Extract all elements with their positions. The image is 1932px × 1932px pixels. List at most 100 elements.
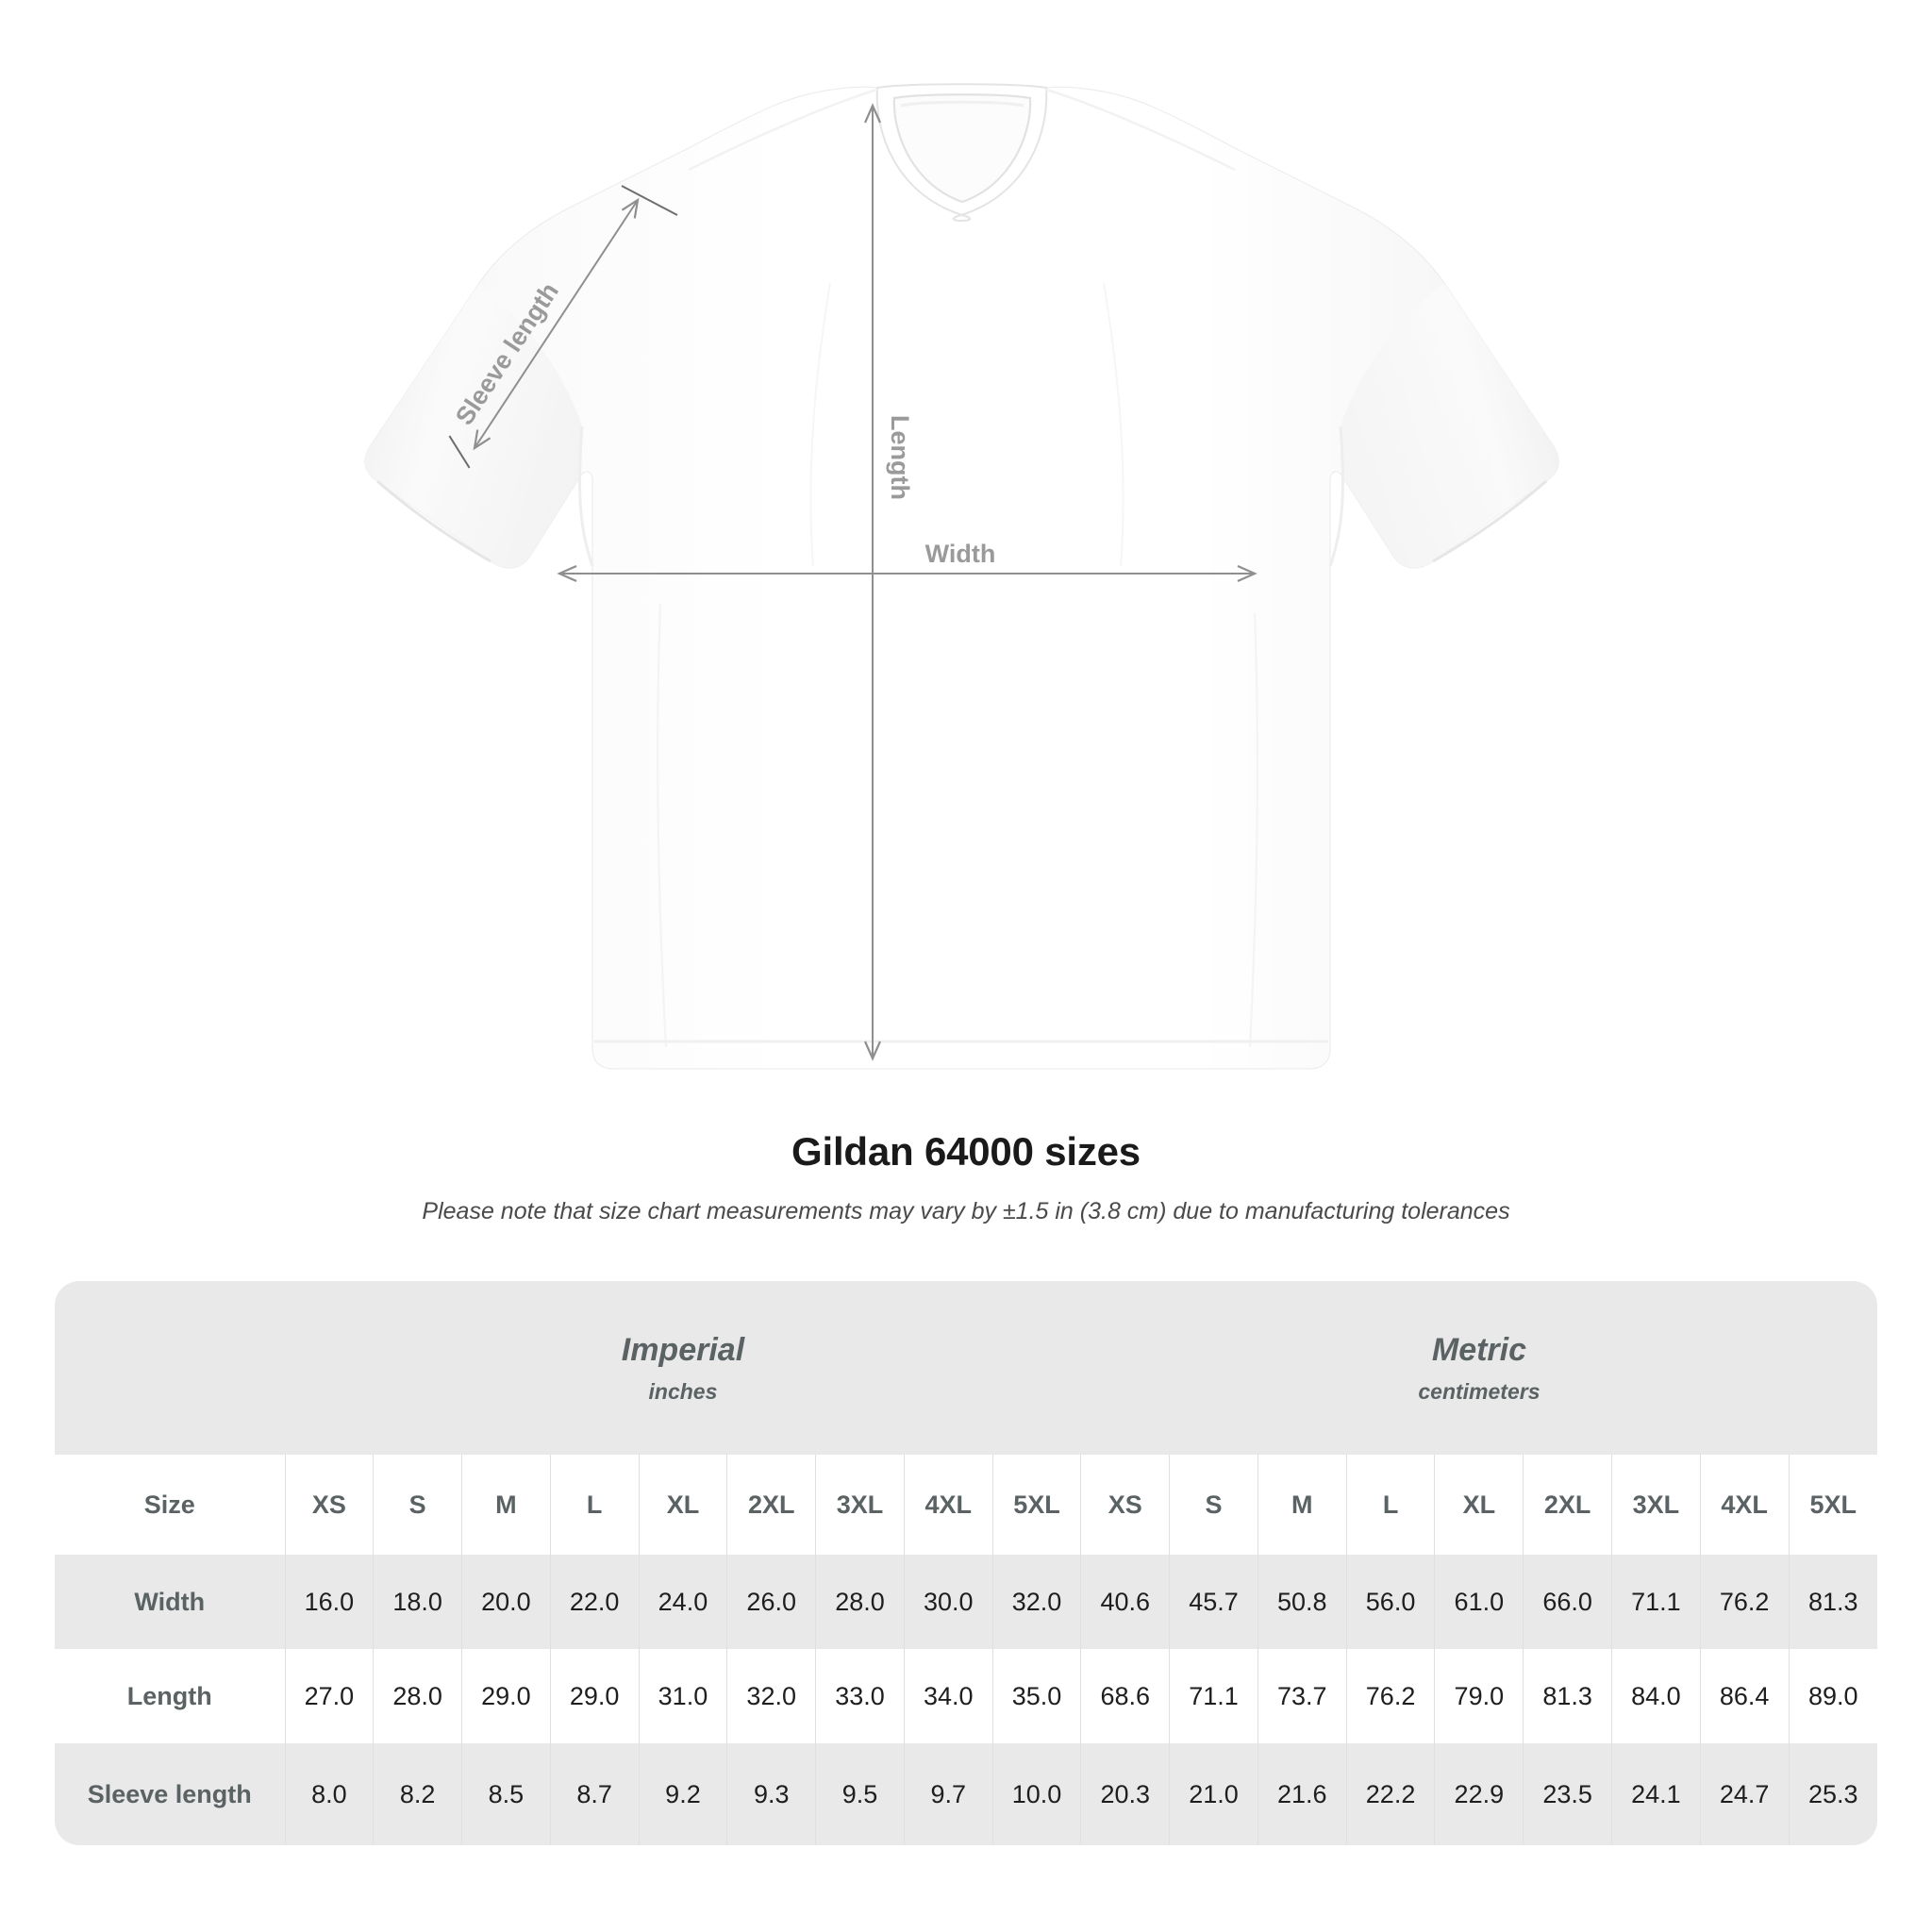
fold-line-4 xyxy=(1103,282,1124,567)
measurement-cell: 76.2 xyxy=(1699,1555,1790,1649)
right-armhole-seam xyxy=(1328,425,1344,567)
width-label: Width xyxy=(925,540,996,568)
measurement-cell: 22.2 xyxy=(1345,1743,1435,1845)
measurement-cell: 24.1 xyxy=(1610,1743,1701,1845)
table-row: Width 16.0 18.0 20.0 22.0 24.0 26.0 28.0 30.0 32.… xyxy=(55,1555,1877,1649)
unit-group-header-row: Imperial inches Metric centimeters xyxy=(55,1281,1877,1455)
left-sleeve-hem xyxy=(376,479,491,563)
measurement-cell: 31.0 xyxy=(638,1649,727,1743)
measurement-cell: 25.3 xyxy=(1788,1743,1877,1845)
sleeve-dimension-line xyxy=(473,197,640,451)
measurement-cell: 8.2 xyxy=(373,1743,462,1845)
measurement-cell: 33.0 xyxy=(815,1649,905,1743)
unit-group-imperial: Imperial inches xyxy=(285,1281,1081,1455)
tshirt-diagram: Length Width Sleeve length xyxy=(364,83,1559,1070)
length-label: Length xyxy=(886,415,914,500)
tshirt-body-outline xyxy=(364,86,1559,1070)
unit-header-spacer xyxy=(55,1281,285,1455)
measurement-cell: 71.1 xyxy=(1610,1555,1701,1649)
tolerance-note: Please note that size chart measurements… xyxy=(422,1198,1510,1225)
measurement-cell: 24.7 xyxy=(1699,1743,1790,1845)
size-column-header: 3XL xyxy=(815,1455,905,1555)
right-sleeve-hem xyxy=(1432,479,1547,563)
measurement-cell: 89.0 xyxy=(1788,1649,1877,1743)
size-column-header: 5XL xyxy=(991,1455,1081,1555)
unit-group-metric: Metric centimeters xyxy=(1080,1281,1877,1455)
measurement-cell: 8.0 xyxy=(284,1743,374,1845)
page-title: Gildan 64000 sizes xyxy=(791,1129,1141,1174)
measurement-cell: 66.0 xyxy=(1523,1555,1612,1649)
measurement-cell: 9.5 xyxy=(815,1743,905,1845)
measurement-cell: 35.0 xyxy=(991,1649,1081,1743)
measurement-cell: 29.0 xyxy=(461,1649,551,1743)
right-shoulder-seam xyxy=(1045,88,1236,172)
unit-group-name: Metric xyxy=(1431,1331,1527,1368)
measurement-cell: 32.0 xyxy=(991,1555,1081,1649)
size-column-header: 2XL xyxy=(1523,1455,1612,1555)
measurement-cell: 79.0 xyxy=(1434,1649,1524,1743)
measurement-cell: 16.0 xyxy=(284,1555,374,1649)
tshirt-illustration xyxy=(364,83,1559,1070)
measurement-cell: 21.6 xyxy=(1257,1743,1347,1845)
unit-group-name: Imperial xyxy=(621,1331,745,1368)
size-column-header: XS xyxy=(1080,1455,1170,1555)
size-chart-table-container: Imperial inches Metric centimeters Size XS S M… xyxy=(55,1281,1877,1845)
title-block: Gildan 64000 sizes Please note that size… xyxy=(0,1128,1932,1227)
measurement-cell: 24.0 xyxy=(638,1555,727,1649)
measurement-cell: 22.9 xyxy=(1434,1743,1524,1845)
measurement-cell: 73.7 xyxy=(1257,1649,1347,1743)
size-header-row: Size XS S M L XL 2XL 3XL 4XL 5XL XS S M L XL 2XL 3XL 4XL 5… xyxy=(55,1455,1877,1555)
left-shoulder-seam xyxy=(688,88,878,172)
size-column-header: XL xyxy=(1434,1455,1524,1555)
measurement-cell: 56.0 xyxy=(1345,1555,1435,1649)
size-column-header: XL xyxy=(638,1455,727,1555)
measurement-cell: 45.7 xyxy=(1169,1555,1258,1649)
measurement-cell: 68.6 xyxy=(1080,1649,1170,1743)
measurement-row-label: Sleeve length xyxy=(55,1743,285,1845)
size-chart-table: Imperial inches Metric centimeters Size XS S M… xyxy=(55,1281,1877,1845)
measurement-cell: 28.0 xyxy=(815,1555,905,1649)
size-column-header: S xyxy=(1169,1455,1258,1555)
measurement-cell: 27.0 xyxy=(284,1649,374,1743)
collar-rib xyxy=(900,100,1024,108)
measurement-cell: 71.1 xyxy=(1169,1649,1258,1743)
measurement-row-label: Length xyxy=(55,1649,285,1743)
size-column-header: S xyxy=(373,1455,462,1555)
measurement-cell: 32.0 xyxy=(726,1649,816,1743)
table-row: Sleeve length 8.0 8.2 8.5 8.7 9.2 9.3 9.5 9.7 10.… xyxy=(55,1743,1877,1845)
tshirt-right-sleeve-shading xyxy=(1341,283,1559,569)
size-column-header: L xyxy=(549,1455,640,1555)
size-column-header: XS xyxy=(284,1455,374,1555)
measurement-row-label: Width xyxy=(55,1555,285,1649)
measurement-cell: 20.3 xyxy=(1080,1743,1170,1845)
fold-line-2 xyxy=(1248,612,1259,1048)
sleeve-tick-top xyxy=(621,185,678,216)
measurement-cell: 9.2 xyxy=(638,1743,727,1845)
measurement-cell: 40.6 xyxy=(1080,1555,1170,1649)
measurement-cell: 29.0 xyxy=(549,1649,640,1743)
size-column-header: 2XL xyxy=(726,1455,816,1555)
size-column-header: 4XL xyxy=(903,1455,993,1555)
unit-group-subtitle: centimeters xyxy=(1418,1379,1541,1405)
tshirt-neck-opening xyxy=(892,93,1032,204)
measurement-cell: 9.7 xyxy=(903,1743,993,1845)
measurement-cell: 20.0 xyxy=(461,1555,551,1649)
measurement-cell: 86.4 xyxy=(1699,1649,1790,1743)
measurement-cell: 76.2 xyxy=(1345,1649,1435,1743)
size-column-header: 5XL xyxy=(1788,1455,1877,1555)
measurement-cell: 26.0 xyxy=(726,1555,816,1649)
measurement-cell: 61.0 xyxy=(1434,1555,1524,1649)
size-column-header: L xyxy=(1345,1455,1435,1555)
measurement-cell: 30.0 xyxy=(903,1555,993,1649)
size-column-header: M xyxy=(1257,1455,1347,1555)
measurement-cell: 8.5 xyxy=(461,1743,551,1845)
size-column-header: M xyxy=(461,1455,551,1555)
measurement-cell: 21.0 xyxy=(1169,1743,1258,1845)
size-column-header: 3XL xyxy=(1610,1455,1701,1555)
unit-group-subtitle: inches xyxy=(648,1379,718,1405)
measurement-cell: 81.3 xyxy=(1788,1555,1877,1649)
fold-line-1 xyxy=(657,603,668,1048)
fold-line-3 xyxy=(809,282,831,567)
measurement-cell: 18.0 xyxy=(373,1555,462,1649)
